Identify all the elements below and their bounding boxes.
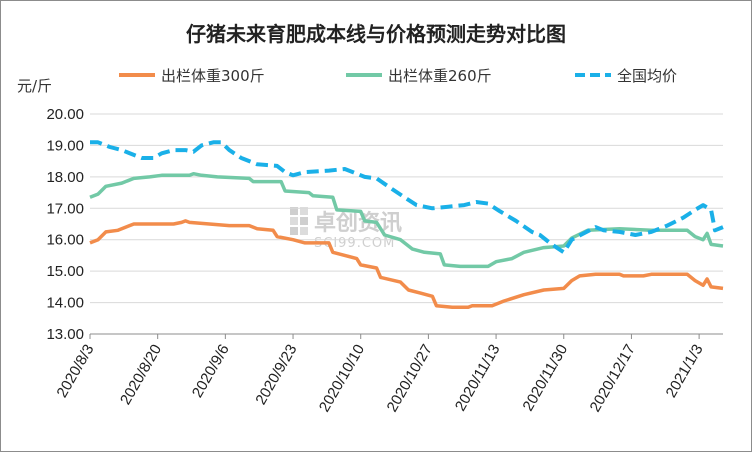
y-tick-label: 19.00 [46,137,84,154]
y-tick-label: 14.00 [46,295,84,312]
watermark-text-cn: 卓创资讯 [314,211,402,236]
legend-label-2: 全国均价 [617,67,677,85]
x-tick-label: 2020/8/3 [54,342,98,401]
y-tick-label: 16.00 [46,232,84,249]
legend-label-0: 出栏体重300斤 [161,67,265,85]
x-tick-label: 2020/11/13 [452,341,504,414]
x-tick-label: 2021/1/3 [663,342,707,401]
gridlines [90,113,723,304]
y-tick-label: 15.00 [46,263,84,280]
x-tick-label: 2020/9/23 [252,342,300,408]
legend: 出栏体重300斤 出栏体重260斤 全国均价 [119,67,677,85]
y-tick-label: 20.00 [46,106,84,123]
legend-label-1: 出栏体重260斤 [388,67,492,85]
x-tick-label: 2020/10/10 [316,342,368,416]
series-line-0 [89,219,724,310]
series-lines [89,140,724,310]
x-tick-label: 2020/12/17 [587,342,639,416]
x-axis: 2020/8/3 2020/8/20 2020/9/6 2020/9/23 2020/1… [54,333,723,416]
x-tick-label: 2020/9/6 [189,342,233,401]
x-tick-label: 2020/10/27 [384,342,436,416]
y-axis-unit: 元/斤 [17,77,52,95]
y-tick-label: 17.00 [46,200,84,217]
x-tick-label: 2020/11/30 [520,342,572,415]
y-axis-ticks: 13.00 14.00 15.00 16.00 17.00 18.00 19.00 20.00 [46,106,84,343]
chart-title: 仔猪未来育肥成本线与价格预测走势对比图 [186,22,566,46]
y-tick-label: 18.00 [46,169,84,186]
y-tick-label: 13.00 [46,326,84,343]
x-tick-label: 2020/8/20 [117,342,165,408]
watermark-logo-icon [290,207,308,235]
series-line-1 [89,171,724,269]
series-line-2 [90,140,724,255]
